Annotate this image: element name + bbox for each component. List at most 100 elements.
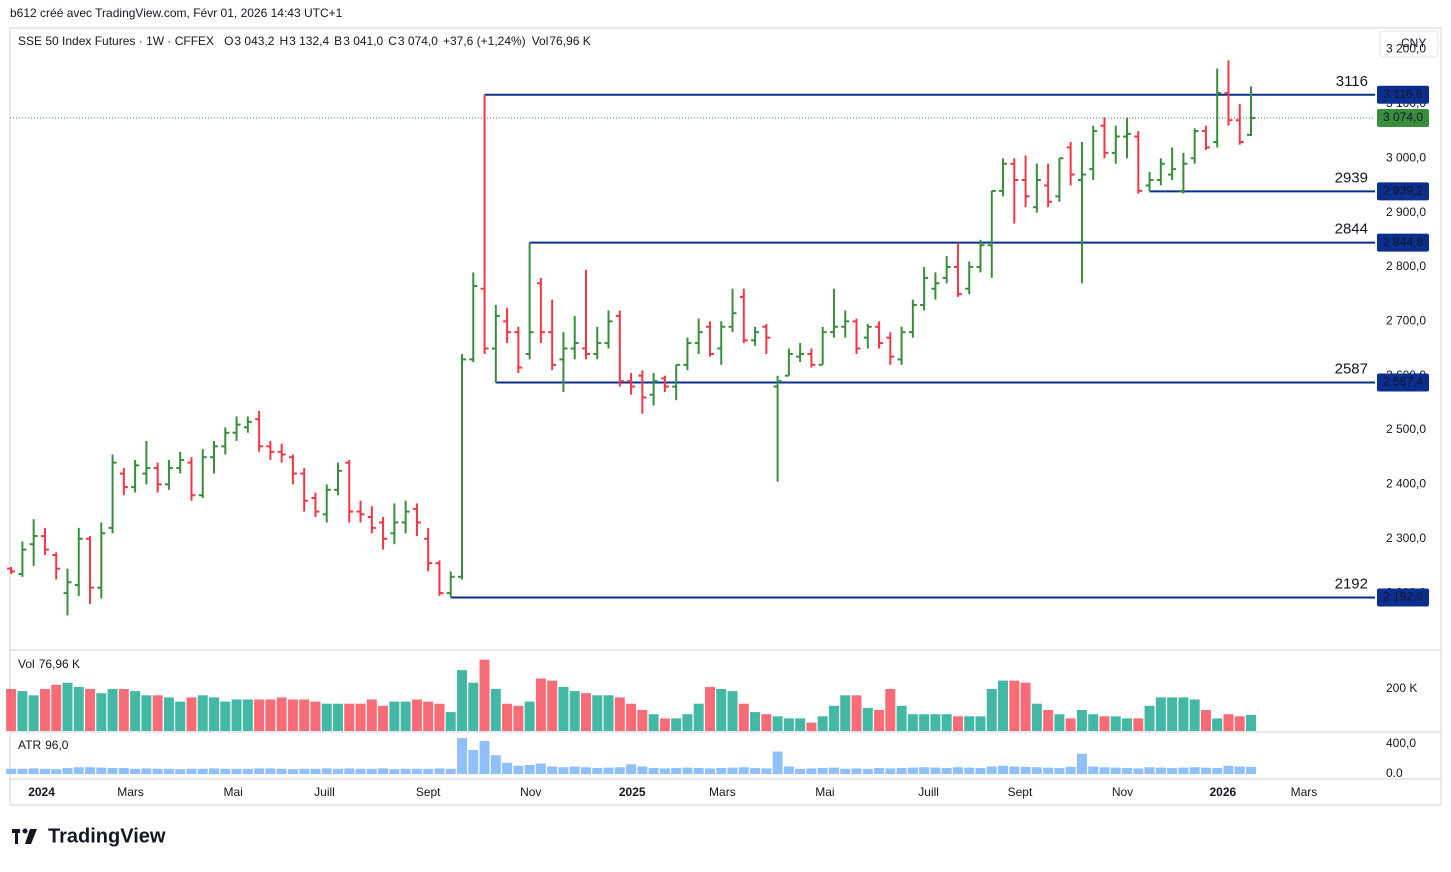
ohlc-bar bbox=[390, 503, 399, 545]
volume-bar bbox=[254, 699, 265, 731]
atr-bar bbox=[592, 768, 603, 775]
volume-bar bbox=[85, 689, 96, 731]
ohlc-bar bbox=[570, 315, 579, 360]
ohlc-bar bbox=[52, 552, 61, 580]
atr-bar bbox=[1167, 768, 1178, 775]
volume-bar bbox=[580, 693, 591, 731]
volume-bar bbox=[896, 705, 907, 731]
volume-bar bbox=[434, 703, 445, 731]
atr-bar bbox=[423, 768, 434, 775]
atr-bar bbox=[1122, 768, 1133, 775]
pane-value: 96,0 bbox=[45, 738, 69, 752]
ohlc-bar bbox=[683, 337, 692, 371]
atr-bar bbox=[964, 767, 975, 775]
volume-bar bbox=[727, 691, 738, 731]
ohlc-bar bbox=[334, 462, 343, 496]
ohlc-bar bbox=[728, 288, 737, 333]
volume-bar bbox=[287, 699, 298, 731]
volume-bar bbox=[682, 714, 693, 731]
y-tick-label: 400,0 bbox=[1386, 736, 1416, 750]
ohlc-bar bbox=[379, 517, 388, 550]
ohlc-bar bbox=[266, 440, 275, 460]
volume-bar bbox=[547, 680, 558, 731]
ohlc-bar bbox=[1145, 171, 1154, 192]
volume-bar bbox=[1043, 710, 1054, 731]
volume-bar bbox=[885, 689, 896, 731]
legend-value: 3 041,0 bbox=[343, 34, 383, 48]
ohlc-bar bbox=[627, 372, 636, 395]
atr-bar bbox=[1054, 768, 1065, 775]
ohlc-bar bbox=[1235, 103, 1244, 145]
atr-bar bbox=[998, 765, 1009, 775]
ohlc-bar bbox=[514, 326, 523, 373]
ohlc-bar bbox=[1032, 163, 1041, 213]
volume-bar bbox=[1178, 697, 1189, 731]
atr-bar bbox=[1178, 767, 1189, 775]
volume-bar bbox=[693, 703, 704, 731]
ohlc-bar bbox=[942, 256, 951, 284]
atr-bar bbox=[73, 767, 84, 775]
atr-bar bbox=[1223, 765, 1234, 775]
level-tag bbox=[1377, 233, 1429, 252]
volume-bar bbox=[772, 716, 783, 731]
volume-bar bbox=[1189, 699, 1200, 731]
ohlc-bar bbox=[976, 239, 985, 273]
atr-bar bbox=[874, 768, 885, 775]
ohlc-bar bbox=[74, 527, 83, 596]
atr-bar bbox=[1246, 766, 1257, 775]
atr-bar bbox=[96, 767, 107, 775]
currency-button[interactable] bbox=[1379, 30, 1439, 58]
x-tick-label: Mai bbox=[815, 785, 834, 799]
atr-bar bbox=[772, 751, 783, 775]
x-tick-label: Nov bbox=[1112, 785, 1133, 799]
volume-bar bbox=[738, 703, 749, 731]
level-tag bbox=[1377, 182, 1429, 201]
ohlc-bar bbox=[638, 370, 647, 414]
volume-bar bbox=[626, 703, 637, 731]
ohlc-bar bbox=[457, 353, 466, 580]
currency[interactable]: CNY bbox=[1401, 36, 1426, 50]
volume-bar bbox=[344, 703, 355, 731]
ohlc-bar bbox=[1010, 158, 1019, 224]
volume-bar bbox=[1099, 716, 1110, 731]
volume-bar bbox=[299, 699, 310, 731]
volume-bar bbox=[456, 670, 467, 731]
ohlc-bar bbox=[615, 310, 624, 387]
volume-bar bbox=[107, 689, 118, 731]
x-tick-label: 2026 bbox=[1209, 785, 1236, 799]
ohlc-bar bbox=[311, 492, 320, 518]
atr-bar bbox=[344, 768, 355, 775]
atr-bar bbox=[907, 767, 918, 775]
ohlc-bar bbox=[1201, 125, 1210, 151]
volume-bar bbox=[761, 714, 772, 731]
ohlc-bar bbox=[412, 503, 421, 537]
volume-bar bbox=[152, 695, 163, 731]
ohlc-bar bbox=[277, 443, 286, 463]
atr-bar bbox=[333, 768, 344, 775]
volume-bar bbox=[310, 701, 321, 731]
volume-bar bbox=[907, 714, 918, 731]
atr-bar bbox=[321, 768, 332, 775]
volume-bar bbox=[671, 718, 682, 731]
volume-bar bbox=[1122, 718, 1133, 731]
atr-bar bbox=[209, 768, 220, 775]
ohlc-bar bbox=[18, 541, 27, 577]
level-tag-label: 2 939,2 bbox=[1383, 183, 1423, 197]
atr-bar bbox=[986, 766, 997, 775]
atr-bar bbox=[502, 762, 513, 775]
atr-bar bbox=[513, 765, 524, 775]
ohlc-bar bbox=[210, 440, 219, 474]
atr-bar bbox=[130, 768, 141, 775]
ohlc-bar bbox=[367, 506, 376, 534]
level-tag-label: 2 844,8 bbox=[1383, 235, 1423, 249]
ohlc-bar bbox=[1213, 68, 1222, 148]
legend-value: 76,96 K bbox=[549, 34, 590, 48]
legend-change: +37,6 (+1,24%) bbox=[443, 34, 526, 48]
atr-bar bbox=[1088, 766, 1099, 775]
volume-bar bbox=[1020, 682, 1031, 731]
atr-bar bbox=[17, 768, 28, 775]
level-text: 2844 bbox=[1335, 221, 1368, 238]
volume-bar bbox=[163, 697, 174, 731]
atr-bar bbox=[1155, 767, 1166, 775]
